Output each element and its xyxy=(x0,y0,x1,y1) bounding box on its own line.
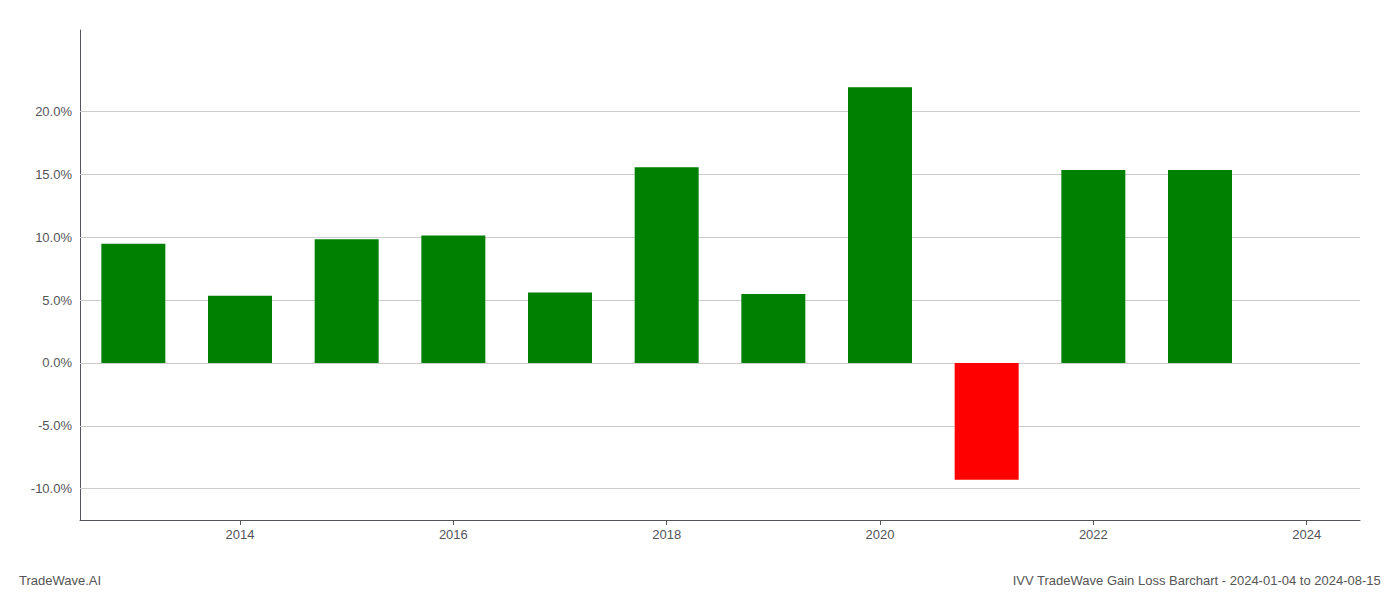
svg-text:-10.0%: -10.0% xyxy=(31,481,73,496)
svg-text:0.0%: 0.0% xyxy=(42,355,72,370)
svg-text:5.0%: 5.0% xyxy=(42,293,72,308)
svg-text:2016: 2016 xyxy=(439,527,468,542)
svg-text:2024: 2024 xyxy=(1292,527,1321,542)
svg-text:2020: 2020 xyxy=(866,527,895,542)
svg-text:IVV TradeWave Gain Loss Barcha: IVV TradeWave Gain Loss Barchart - 2024-… xyxy=(1013,573,1381,588)
svg-text:20.0%: 20.0% xyxy=(35,104,72,119)
svg-text:TradeWave.AI: TradeWave.AI xyxy=(19,573,101,588)
svg-text:2014: 2014 xyxy=(226,527,255,542)
svg-text:2018: 2018 xyxy=(652,527,681,542)
svg-text:2022: 2022 xyxy=(1079,527,1108,542)
svg-text:15.0%: 15.0% xyxy=(35,167,72,182)
svg-text:10.0%: 10.0% xyxy=(35,230,72,245)
svg-text:-5.0%: -5.0% xyxy=(38,418,72,433)
